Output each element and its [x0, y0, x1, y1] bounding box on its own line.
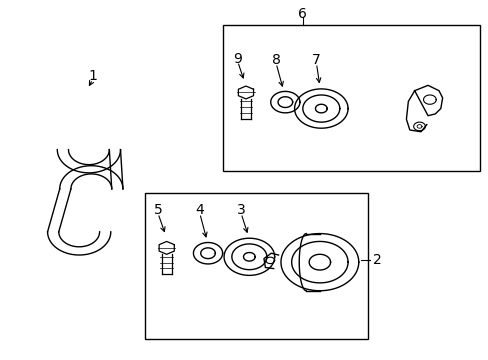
Text: 2: 2: [372, 253, 381, 267]
Text: 6: 6: [298, 7, 306, 21]
Text: 7: 7: [311, 53, 320, 67]
Bar: [144, 193, 368, 339]
Text: 3: 3: [236, 203, 245, 217]
Text: 8: 8: [271, 53, 280, 67]
Text: 5: 5: [153, 203, 162, 217]
Text: 9: 9: [233, 51, 242, 66]
Text: 1: 1: [88, 69, 97, 84]
Text: 4: 4: [195, 203, 203, 217]
Bar: [222, 24, 479, 171]
